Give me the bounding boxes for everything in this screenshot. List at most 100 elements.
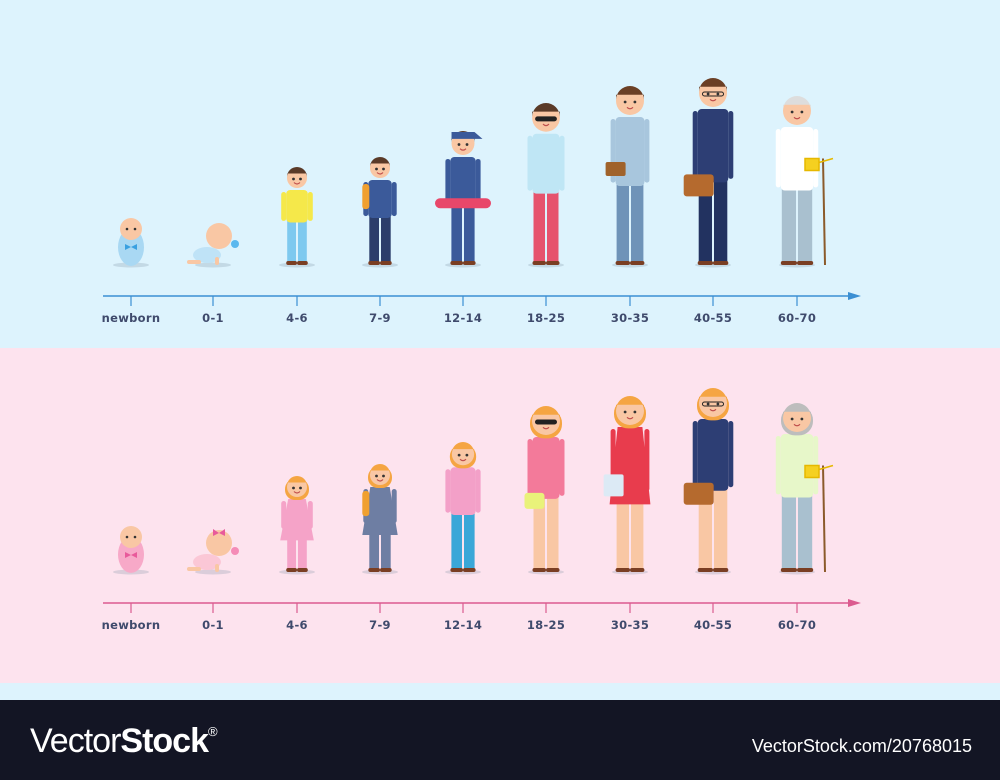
shoe [286,568,297,572]
eye [800,417,804,421]
eye [375,474,378,478]
shoe [463,568,476,572]
female-figure-4-6 [279,476,315,575]
arm [307,501,313,529]
leg [464,204,475,262]
age-label: 12-14 [444,311,482,325]
mouth [376,479,384,482]
eye [133,227,137,231]
glasses-icon [702,401,724,407]
watering-can-icon [804,157,834,172]
female-figure-0-1 [187,529,239,575]
ground-shadow [362,262,398,268]
leg [287,220,296,262]
ground-shadow [445,569,481,575]
age-label: 7-9 [369,311,391,325]
eye [706,402,710,406]
leg [287,528,296,569]
ground-shadow [445,262,481,268]
arm [728,421,734,488]
arm [559,135,565,191]
leg [369,215,379,262]
leg [533,496,545,569]
shoe [546,261,560,265]
shoe [532,568,546,572]
shoe [615,568,630,572]
briefcase-icon [683,482,714,505]
eye [125,227,129,231]
handbag-icon [524,492,545,509]
eye [790,417,794,421]
arm [644,429,650,492]
leg [798,495,813,569]
hair [699,388,727,402]
shoe [463,261,476,265]
age-label: 40-55 [694,618,732,632]
backpack-icon [362,491,370,517]
baby-leg [187,567,201,571]
eye [382,167,385,171]
shoe [380,568,392,572]
ground-shadow [195,569,231,575]
baby-head [206,530,232,556]
eye [382,474,385,478]
dress [362,487,398,535]
age-label: 30-35 [611,618,649,632]
bottom-strip [0,683,1000,700]
mouth [376,172,384,175]
female-figure-7-9 [362,464,398,575]
age-label: 30-35 [611,311,649,325]
age-label: newborn [102,618,161,632]
shoe [368,568,380,572]
male-figure-40-55 [683,78,734,268]
arm [307,192,313,221]
leg [698,180,712,262]
arm [445,158,451,204]
eye [623,100,627,104]
hair [370,464,390,474]
shoe [713,568,729,572]
arrow-head-icon [848,599,861,607]
arm [391,489,397,524]
evolution-diagram: newborn 0-1 4-6 7-9 12-14 18-25 30-35 40-55 60-7… [102,78,861,632]
shoe [286,261,297,265]
eye [800,110,804,114]
watermark-url: VectorStock.com/20768015 [751,736,972,756]
torso [450,467,476,516]
arm [775,129,781,188]
eye [125,535,129,539]
male-figure-4-6 [279,167,315,268]
arm [692,421,698,488]
eye [790,110,794,114]
leg [781,495,796,569]
cap-icon [451,132,483,139]
male-figure-7-9 [362,157,398,268]
torso [697,419,729,491]
mouth [293,182,301,185]
baby-arm [215,257,219,265]
cane-icon [822,158,826,266]
shoe [450,261,463,265]
age-label: 4-6 [286,618,308,632]
torso [780,434,814,498]
eye [706,92,710,96]
hair [783,403,811,417]
eye [299,177,302,181]
female-section-background [0,348,1000,683]
female-figure-40-55 [683,388,734,575]
hair [532,406,560,420]
eye [716,92,720,96]
baby-body [193,554,221,570]
hair [287,476,307,486]
age-label: 40-55 [694,311,732,325]
mouth [459,148,467,151]
hair [616,86,644,100]
shoe [630,261,645,265]
eye [633,410,637,414]
eye [457,453,461,457]
male-figure-18-25 [527,103,565,268]
female-figure-18-25 [524,406,565,575]
eye [465,453,469,457]
arm [475,158,481,204]
male-figure-newborn [113,218,149,268]
